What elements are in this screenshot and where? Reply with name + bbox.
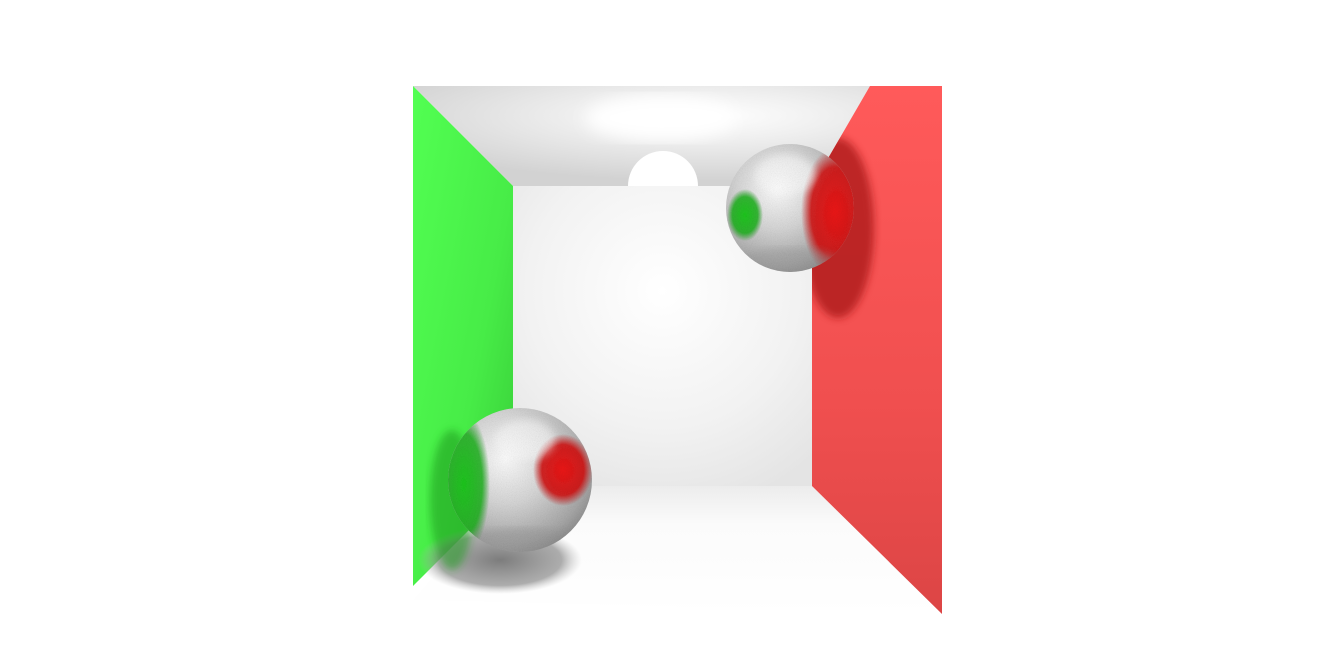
ceiling-light-glow — [585, 96, 735, 140]
